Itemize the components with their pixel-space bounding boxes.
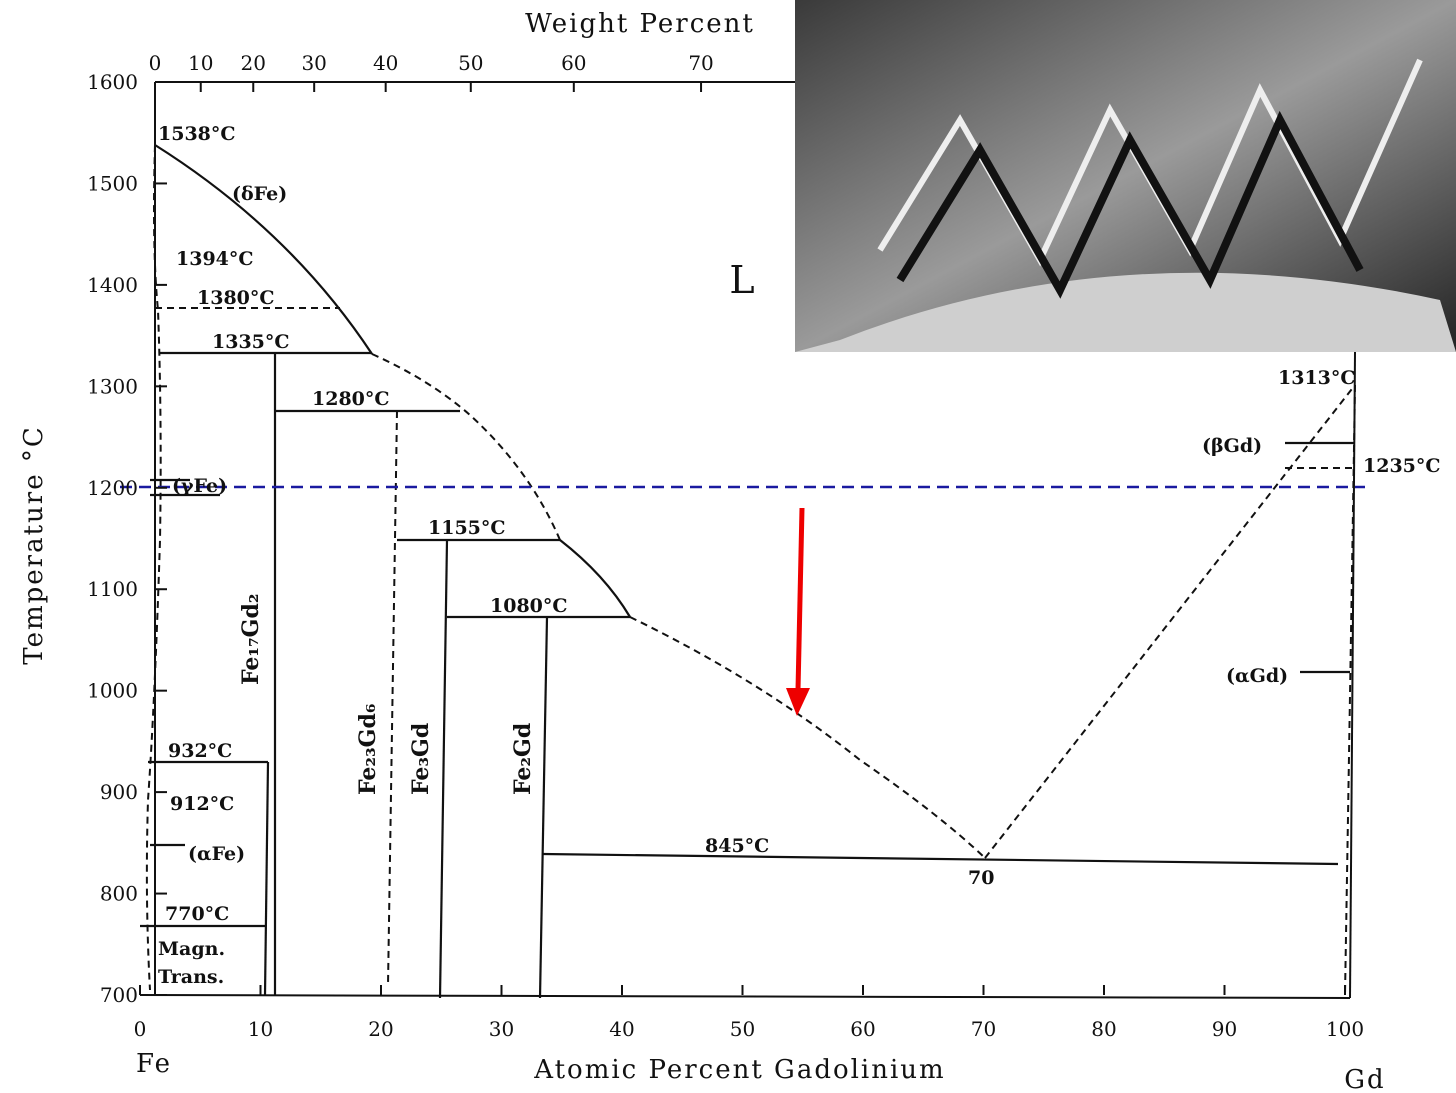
y-tick-label: 1100 [87, 577, 138, 601]
y-tick-label: 800 [100, 882, 138, 906]
y-tick-label: 700 [100, 983, 138, 1007]
y-tick-label: 1200 [87, 476, 138, 500]
annotation: 1538°C [158, 123, 236, 145]
y-tick-label: 1000 [87, 679, 138, 703]
x-tick-label: 60 [850, 1017, 875, 1041]
top-tick-label: 0 [149, 51, 162, 75]
top-tick-label: 60 [561, 51, 586, 75]
x-tick-label: 40 [609, 1017, 634, 1041]
annotation: Trans. [158, 966, 224, 988]
axes [139, 81, 1356, 999]
top-axis-label: Weight Percent [525, 9, 755, 39]
x-axis-label: Atomic Percent Gadolinium [533, 1055, 945, 1085]
top-tick-label: 30 [301, 51, 326, 75]
compound-label: Fe₁₇Gd₂ [238, 594, 264, 686]
annotation: 1394°C [176, 248, 254, 270]
x-tick-label: 20 [368, 1017, 393, 1041]
region-label: L [729, 258, 754, 302]
y-axis-label: Temperature °C [19, 425, 49, 665]
red-arrow [786, 507, 810, 716]
x-tick-label: 100 [1326, 1017, 1364, 1041]
top-tick-label: 10 [188, 51, 213, 75]
annotation: 1080°C [490, 595, 568, 617]
annotation: 1155°C [428, 517, 506, 539]
annotation: 70 [968, 867, 994, 889]
compound-label: Fe₂Gd [510, 723, 536, 795]
annotation: 1235°C [1363, 455, 1441, 477]
top-tick-label: 50 [458, 51, 483, 75]
annotation: (δFe) [232, 183, 287, 205]
x-right-end: Gd [1344, 1065, 1385, 1093]
annotation: Magn. [158, 938, 225, 960]
top-tick-label: 70 [688, 51, 713, 75]
annotation: 1313°C [1278, 367, 1356, 389]
photo [795, 0, 1456, 352]
x-tick-label: 70 [971, 1017, 996, 1041]
annotation: (βGd) [1202, 435, 1262, 457]
y-tick-label: 1600 [87, 70, 138, 94]
annotation: 1280°C [312, 388, 390, 410]
x-tick-label: 50 [730, 1017, 755, 1041]
y-tick-label: 900 [100, 780, 138, 804]
annotation: (αGd) [1226, 665, 1288, 687]
annotation: 770°C [165, 903, 229, 925]
annotation: (αFe) [188, 843, 245, 865]
annotation: 845°C [705, 835, 769, 857]
y-tick-label: 1500 [87, 171, 138, 195]
compound-label: Fe₃Gd [408, 723, 434, 795]
annotation: (γFe) [172, 475, 227, 497]
y-tick-label: 1300 [87, 374, 138, 398]
x-tick-label: 90 [1212, 1017, 1237, 1041]
x-left-end: Fe [136, 1049, 172, 1079]
x-tick-label: 30 [489, 1017, 514, 1041]
top-tick-label: 20 [241, 51, 266, 75]
top-tick-label: 40 [373, 51, 398, 75]
annotation: 1335°C [212, 331, 290, 353]
annotation: 1380°C [197, 287, 275, 309]
y-tick-label: 1400 [87, 273, 138, 297]
x-tick-label: 0 [134, 1017, 147, 1041]
x-tick-label: 10 [248, 1017, 273, 1041]
annotation: 912°C [170, 793, 234, 815]
compound-label: Fe₂₃Gd₆ [355, 704, 381, 796]
annotation: 932°C [168, 740, 232, 762]
x-tick-label: 80 [1091, 1017, 1116, 1041]
